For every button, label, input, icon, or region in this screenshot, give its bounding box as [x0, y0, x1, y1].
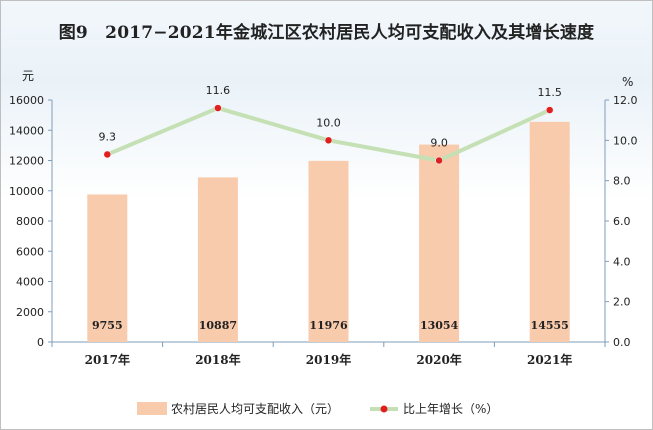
legend-swatch-bar — [137, 402, 167, 415]
line-data-label: 9.3 — [99, 130, 117, 143]
bar-series: 9755 10887 11976 13054 14555 — [87, 121, 570, 342]
y-left-tick-label: 16000 — [9, 94, 44, 107]
bar-data-label: 11976 — [309, 319, 348, 332]
axes: 0 2000 4000 6000 8000 10000 12000 14000 16000 0.0… — [9, 69, 638, 367]
line-point — [103, 150, 112, 159]
line-data-label: 10.0 — [316, 116, 341, 129]
x-tick-label: 2018年 — [195, 352, 240, 367]
line-data-label: 11.5 — [537, 86, 562, 99]
y-left-tick-label: 0 — [37, 336, 44, 349]
line-data-label: 9.0 — [430, 137, 448, 150]
bar-data-label: 9755 — [92, 319, 123, 332]
bar — [87, 194, 128, 342]
legend-swatch-marker — [380, 405, 388, 413]
legend-label: 比上年增长（%） — [403, 402, 498, 416]
y-right-tick-label: 2.0 — [613, 296, 631, 309]
bar — [197, 177, 238, 342]
line-series: 9.3 11.6 10.0 9.0 11.5 — [99, 84, 562, 165]
y-left-tick-label: 8000 — [16, 215, 44, 228]
y-left-tick-label: 14000 — [9, 124, 44, 137]
line-point — [545, 106, 554, 114]
bar — [419, 144, 460, 342]
y-left-tick-label: 10000 — [9, 185, 44, 198]
bar-data-label: 13054 — [420, 319, 459, 332]
x-tick-label: 2019年 — [306, 352, 351, 367]
y-right-unit: % — [622, 75, 633, 89]
bar — [529, 121, 570, 342]
y-right-tick-label: 6.0 — [613, 215, 631, 228]
line-point — [435, 156, 443, 165]
y-left-tick-label: 4000 — [16, 276, 44, 289]
chart-title: 图9 2017−2021年金城江区农村居民人均可支配收入及其增长速度 — [58, 23, 595, 43]
y-right-tick-label: 4.0 — [613, 255, 631, 268]
y-left-tick-label: 2000 — [16, 306, 44, 319]
legend-label: 农村居民人均可支配收入（元） — [171, 402, 339, 416]
x-tick-label: 2021年 — [527, 352, 572, 367]
legend: 农村居民人均可支配收入（元） 比上年增长（%） — [137, 402, 498, 416]
line-data-label: 11.6 — [206, 84, 231, 97]
bar-data-label: 14555 — [531, 319, 569, 332]
y-right-tick-label: 12.0 — [613, 94, 638, 107]
line-point — [214, 104, 222, 112]
x-tick-label: 2020年 — [416, 352, 461, 367]
y-right-tick-label: 10.0 — [613, 134, 638, 147]
bar-data-label: 10887 — [199, 319, 237, 332]
x-tick-label: 2017年 — [85, 352, 130, 367]
y-left-tick-label: 6000 — [16, 245, 44, 258]
y-right-tick-label: 8.0 — [613, 175, 631, 188]
line-point — [324, 136, 333, 145]
y-right-tick-label: 0.0 — [613, 336, 631, 349]
bar — [308, 160, 349, 342]
y-left-tick-label: 12000 — [9, 155, 44, 168]
y-left-unit: 元 — [22, 69, 34, 83]
